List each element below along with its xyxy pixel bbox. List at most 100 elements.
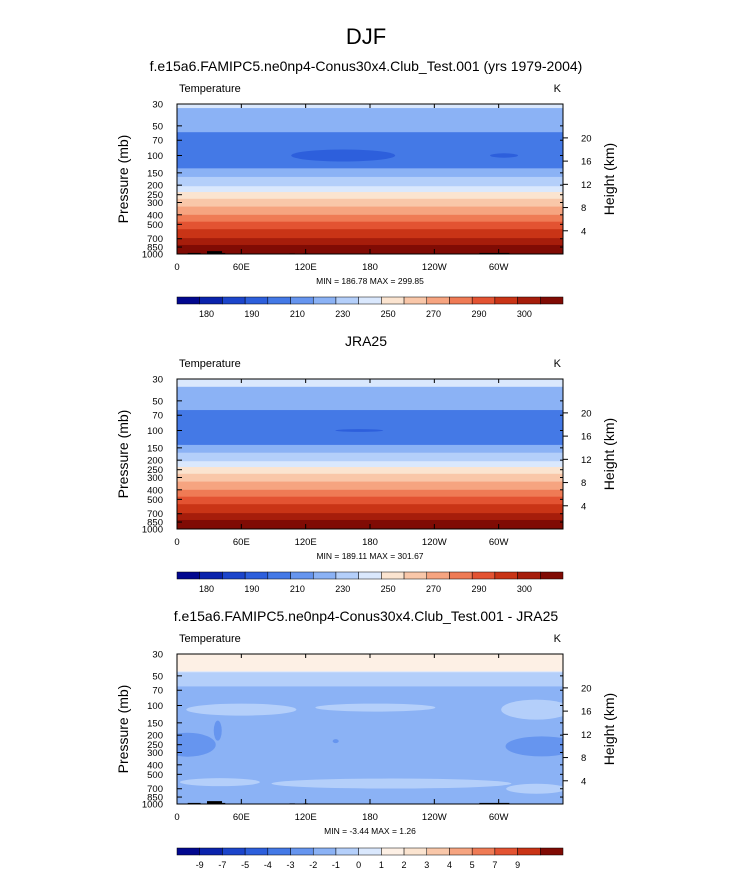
colorbar-swatch <box>244 847 269 856</box>
units-label: K <box>554 83 562 95</box>
colorbar-swatch <box>176 847 200 856</box>
lon-tick-label: 60W <box>489 537 509 548</box>
pressure-tick-label: 400 <box>147 485 163 496</box>
colorbar-label: 270 <box>426 584 441 594</box>
contour-band <box>177 221 563 230</box>
colorbar-label: 2 <box>402 860 407 870</box>
colorbar-swatch <box>471 571 496 580</box>
pressure-tick-label: 500 <box>147 220 163 231</box>
colorbar-swatch <box>312 296 337 305</box>
contour-patch <box>332 739 339 744</box>
height-tick-label: 16 <box>581 432 592 443</box>
colorbar-label: -2 <box>309 860 317 870</box>
pressure-tick-label: 50 <box>152 671 163 682</box>
contour-field <box>177 104 563 254</box>
contour-band <box>177 206 563 216</box>
colorbar-swatch <box>199 296 223 305</box>
pressure-tick-label: 250 <box>147 190 163 201</box>
colorbar-label: 190 <box>244 584 259 594</box>
contour-patch <box>271 778 512 789</box>
colorbar: 180 190 210 230 250 270 290 300 <box>176 296 564 319</box>
colorbar-swatch <box>426 296 450 305</box>
contour-band <box>177 467 563 475</box>
panel-title: JRA25 <box>345 333 387 349</box>
pressure-tick-label: 250 <box>147 740 163 751</box>
contour-band <box>177 192 563 200</box>
colorbar: 180 190 210 230 250 270 290 300 <box>176 571 564 594</box>
y-axis-right-label: Height (km) <box>601 143 617 215</box>
pressure-tick-label: 1000 <box>142 525 163 536</box>
colorbar-swatch <box>517 571 541 580</box>
y-axis-label: Pressure (mb) <box>115 410 131 499</box>
colorbar-swatch <box>176 296 200 305</box>
height-tick-label: 8 <box>581 203 586 214</box>
colorbar-label: 180 <box>199 584 214 594</box>
colorbar-swatch <box>403 571 428 580</box>
contour-patch <box>177 732 216 757</box>
lon-tick-label: 120E <box>295 812 317 823</box>
colorbar-swatch <box>267 571 291 580</box>
colorbar-label: 270 <box>426 309 441 319</box>
colorbar-swatch <box>244 571 269 580</box>
contour-band <box>177 473 563 483</box>
colorbar-swatch <box>335 296 359 305</box>
colorbar-swatch <box>494 296 518 305</box>
pressure-tick-label: 150 <box>147 718 163 729</box>
colorbar-label: 3 <box>424 860 429 870</box>
colorbar-label: 230 <box>335 309 350 319</box>
contour-band <box>177 489 563 498</box>
contour-band <box>177 244 563 252</box>
pressure-tick-label: 300 <box>147 473 163 484</box>
lon-tick-label: 180 <box>362 537 378 548</box>
lon-tick-label: 60W <box>489 262 509 273</box>
panel-3: f.e15a6.FAMIPC5.ne0np4-Conus30x4.Club_Te… <box>115 608 617 870</box>
y-axis-right-label: Height (km) <box>601 418 617 490</box>
pressure-tick-label: 100 <box>147 151 163 162</box>
colorbar-swatch <box>290 296 314 305</box>
height-tick-label: 4 <box>581 226 586 237</box>
colorbar-swatch <box>381 847 405 856</box>
pressure-tick-label: 100 <box>147 426 163 437</box>
height-tick-label: 8 <box>581 478 586 489</box>
contour-band <box>177 410 563 446</box>
height-tick-label: 12 <box>581 180 592 191</box>
colorbar-swatch <box>471 847 496 856</box>
contour-band <box>177 168 563 178</box>
contour-patch <box>315 703 436 712</box>
pressure-tick-label: 500 <box>147 770 163 781</box>
colorbar-label: 300 <box>517 309 532 319</box>
colorbar-label: 7 <box>492 860 497 870</box>
colorbar-swatch <box>222 571 246 580</box>
pressure-tick-label: 50 <box>152 121 163 132</box>
pressure-tick-label: 30 <box>152 650 163 661</box>
colorbar-swatch <box>381 571 405 580</box>
colorbar-swatch <box>449 847 473 856</box>
height-tick-label: 20 <box>581 133 592 144</box>
pressure-tick-label: 70 <box>152 136 163 147</box>
pressure-tick-label: 30 <box>152 100 163 111</box>
lon-tick-label: 120E <box>295 537 317 548</box>
colorbar-label: 300 <box>517 584 532 594</box>
colorbar-swatch <box>358 296 382 305</box>
pressure-tick-label: 400 <box>147 760 163 771</box>
lon-tick-label: 60W <box>489 812 509 823</box>
topography-mask <box>207 251 223 254</box>
colorbar-swatch <box>494 847 518 856</box>
contour-band <box>177 176 563 187</box>
pressure-tick-label: 700 <box>147 234 163 245</box>
colorbar-swatch <box>471 296 496 305</box>
colorbar-label: 210 <box>290 309 305 319</box>
colorbar: -9 -7 -5 -4 -3 -2 -1 0 1 2 3 4 5 7 9 <box>176 847 564 870</box>
colorbar-label: 9 <box>515 860 520 870</box>
height-tick-label: 20 <box>581 408 592 419</box>
pressure-tick-label: 850 <box>147 793 163 804</box>
contour-band <box>177 504 563 514</box>
colorbar-label: 210 <box>290 584 305 594</box>
units-label: K <box>554 358 562 370</box>
colorbar-label: 180 <box>199 309 214 319</box>
height-tick-label: 12 <box>581 730 592 741</box>
colorbar-label: 190 <box>244 309 259 319</box>
y-axis-right-label: Height (km) <box>601 693 617 765</box>
colorbar-swatch <box>449 296 473 305</box>
lon-tick-label: 120E <box>295 262 317 273</box>
